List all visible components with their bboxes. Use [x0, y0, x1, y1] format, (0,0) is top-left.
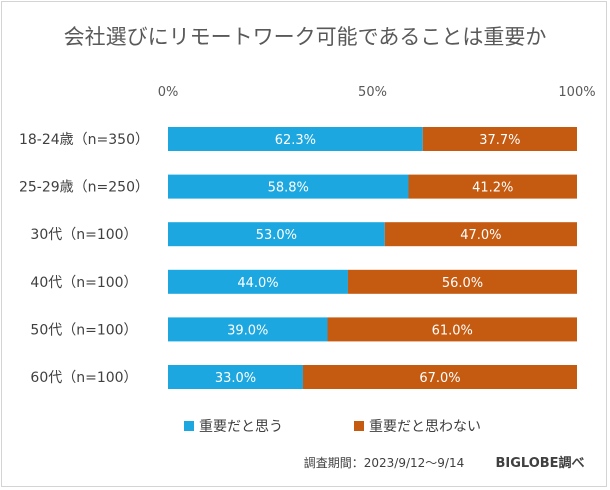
bar-not-important [347, 269, 577, 294]
category-label: 18-24歳（n=350） [19, 132, 149, 148]
category-label: 50代（n=100） [30, 322, 137, 338]
bar-value-label: 58.8% [268, 181, 309, 196]
category-label: 60代（n=100） [30, 370, 137, 386]
legend-swatch [184, 421, 194, 431]
bar-important [168, 174, 409, 199]
x-axis-ticks: 0% 50% 100% [158, 85, 596, 100]
bar-value-label: 61.0% [432, 323, 473, 338]
bar-not-important [408, 174, 577, 199]
bar-important [168, 222, 385, 247]
bar-important [168, 365, 303, 389]
bar-not-important [327, 317, 577, 342]
x-tick-label: 50% [358, 85, 387, 100]
source-label: BIGLOBE調べ [495, 455, 584, 471]
category-label: 25-29歳（n=250） [19, 180, 149, 196]
bar-value-label: 62.3% [275, 133, 316, 148]
bar-value-label: 44.0% [237, 276, 278, 291]
bar-value-label: 47.0% [460, 228, 501, 243]
bar-not-important [384, 222, 577, 247]
legend-label: 重要だと思わない [369, 419, 481, 435]
x-tick-label: 0% [158, 85, 179, 100]
x-tick-label: 100% [558, 85, 595, 100]
chart-title: 会社選びにリモートワーク可能であることは重要か [64, 25, 547, 49]
bar-value-label: 53.0% [256, 228, 297, 243]
bar-important [168, 317, 328, 342]
bars: 62.3% 37.7% 58.8% 41.2% 53.0% 47.0% 44.0% 56.0%… [168, 127, 577, 389]
bar-value-label: 67.0% [419, 371, 460, 386]
category-label: 30代（n=100） [30, 227, 137, 243]
legend-swatch [354, 421, 364, 431]
bar-value-label: 41.2% [472, 181, 513, 196]
category-labels: 18-24歳（n=350） 25-29歳（n=250） 30代（n=100） 40代（… [19, 132, 149, 386]
category-label: 40代（n=100） [30, 275, 137, 291]
legend-label: 重要だと思う [199, 419, 283, 435]
bar-value-label: 39.0% [227, 323, 268, 338]
bar-important [168, 127, 423, 151]
legend: 重要だと思う 重要だと思わない [184, 419, 481, 435]
bar-value-label: 33.0% [215, 371, 256, 386]
survey-period: 調査期間：2023/9/12～9/14 [304, 456, 464, 470]
bar-value-label: 56.0% [442, 276, 483, 291]
bar-important [168, 269, 348, 294]
bar-value-label: 37.7% [479, 133, 520, 148]
bar-not-important [302, 365, 577, 389]
bar-not-important [422, 127, 577, 151]
